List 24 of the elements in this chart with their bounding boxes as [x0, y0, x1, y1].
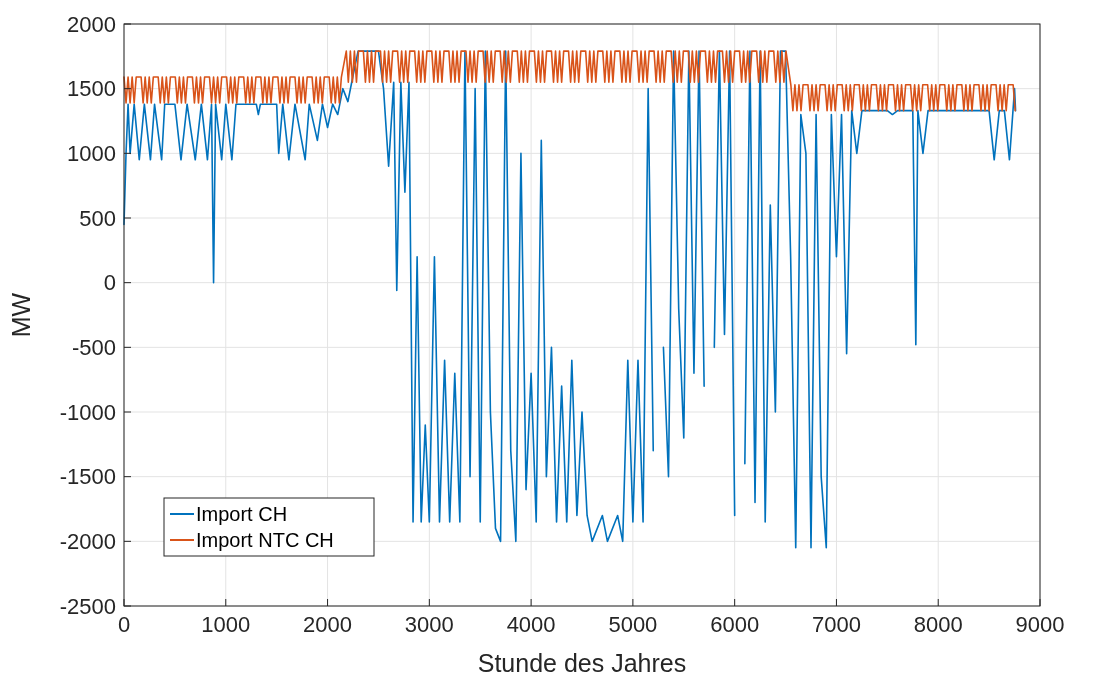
y-tick-label: 1000: [67, 141, 116, 167]
y-tick-label: 0: [103, 270, 116, 296]
y-tick-label: -2000: [59, 529, 116, 555]
line-series: [123, 50, 1016, 112]
y-tick-label: 1500: [67, 76, 116, 102]
x-tick-label: 7000: [811, 612, 861, 637]
x-tick-label: 3000: [404, 612, 454, 637]
y-tick-label: -2500: [59, 593, 116, 619]
y-tick-label: -1000: [59, 399, 116, 425]
legend-label: Import NTC CH: [196, 529, 334, 551]
y-tick-label: 2000: [67, 11, 116, 37]
x-tick-label: 5000: [608, 612, 658, 637]
x-tick-label: 1000: [201, 612, 251, 637]
y-tick-label: -500: [71, 335, 116, 361]
x-tick-label: 9000: [1015, 612, 1065, 637]
x-tick-label: 6000: [710, 612, 760, 637]
y-tick-label: 500: [79, 205, 116, 231]
legend-label: Import CH: [196, 503, 288, 525]
x-axis-title: Stunde des Jahres: [477, 649, 687, 677]
x-tick-label: 2000: [303, 612, 353, 637]
x-tick-label: 8000: [913, 612, 963, 637]
y-axis-title: MW: [7, 292, 35, 338]
y-tick-label: -1500: [59, 464, 116, 490]
x-tick-label: 4000: [506, 612, 556, 637]
